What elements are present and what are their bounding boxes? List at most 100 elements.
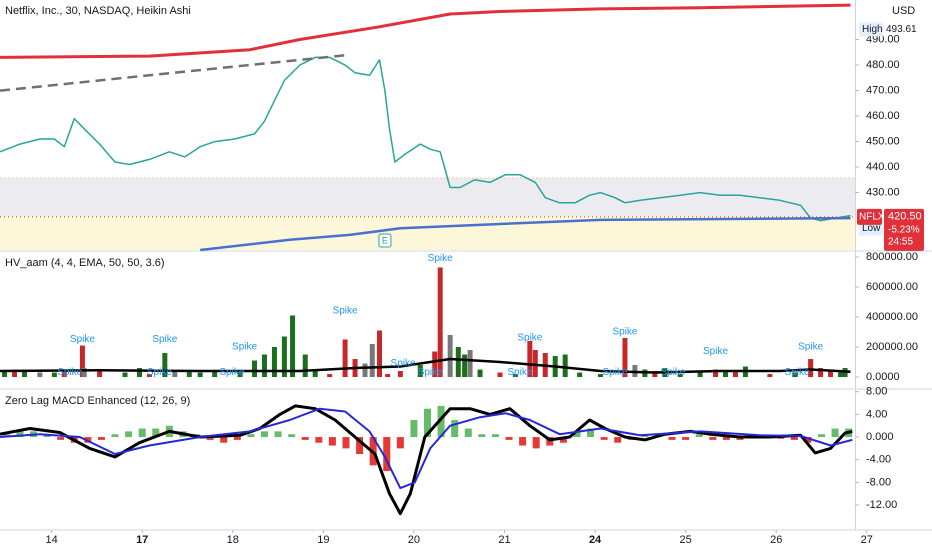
bar [447,335,453,378]
spike-label: Spike [798,342,823,353]
bar [722,371,728,378]
price-label-name: Low [862,223,881,234]
bar [828,371,834,378]
y-tick-label: 0.0000 [866,371,900,383]
bar [532,437,540,449]
bar [573,431,581,438]
bar [16,431,24,438]
bar [455,347,461,378]
bar [512,374,518,378]
axes: Netflix, Inc., 30, NASDAQ, Heikin Ashi 49… [5,5,924,546]
bar [315,437,323,443]
price-label-value: 493.61 [886,24,917,35]
bar [437,405,445,438]
series-line [0,53,350,92]
y-tick-label: 4.00 [866,408,887,420]
bar [808,359,814,378]
x-tick-label: 18 [227,534,239,546]
bar [614,437,622,443]
x-tick-label: 21 [498,534,510,546]
series-line [0,407,853,490]
bar [385,374,391,378]
bar [559,437,567,443]
bar [477,369,483,378]
spike-label: Spike [57,367,82,378]
bar [677,374,683,378]
bar [467,350,473,378]
y-tick-label: -4.00 [866,454,891,466]
bar [302,354,308,378]
bar [831,428,839,438]
series-line [0,357,851,374]
panel-title: Netflix, Inc., 30, NASDAQ, Heikin Ashi [5,5,191,17]
bar [162,353,168,378]
y-tick-label: 400000.00 [866,311,918,323]
spike-label: Spike [507,367,532,378]
bar [79,345,85,378]
bar [682,437,690,440]
bar [21,371,27,378]
bar [37,372,43,378]
y-tick-label: 440.00 [866,161,900,173]
y-tick-label: 0.000 [866,431,894,443]
bar [497,372,503,378]
bar [301,437,309,440]
event-marker [378,233,392,248]
bar [342,437,350,449]
panel-title: HV_aam (4, 4, EMA, 50, 50, 3.6) [5,257,165,269]
spike-label: Spike [602,367,627,378]
y-tick-label: 430.00 [866,187,900,199]
bar [464,428,472,438]
bar [122,372,128,378]
bar [668,437,676,440]
x-tick-label: 17 [136,534,148,546]
bar [146,374,152,378]
bar [697,371,703,378]
bar [598,374,604,378]
bar [600,437,608,440]
bar [136,368,142,378]
series-line [0,3,851,59]
x-tick-label: 14 [46,534,58,546]
series-line [0,56,851,222]
bar [233,437,241,440]
bar [247,434,255,438]
y-tick-label: 450.00 [866,135,900,147]
currency[interactable]: USD [892,5,915,17]
spike-label: Spike [660,367,685,378]
bar [186,371,192,378]
price-label-box [859,221,883,236]
bar [722,437,730,440]
bar [81,368,87,378]
bar [261,354,267,378]
bar [362,363,368,378]
bar [11,369,17,378]
bar [2,371,8,378]
bar [478,434,486,438]
bar [713,369,719,378]
bar [383,437,391,472]
y-tick-label: -8.00 [866,476,891,488]
last-name-box [857,208,882,225]
bar [377,330,383,378]
bar [397,371,403,378]
x-tick-label: 24 [589,534,602,546]
bar [197,372,203,378]
bar [451,420,459,438]
bar [652,371,658,378]
bar [804,437,812,443]
price-label-name: High [862,24,883,35]
spike-label: Spike [147,367,172,378]
bar [111,434,119,438]
bar [527,341,533,378]
bar [505,437,513,440]
bar [432,351,438,378]
bar [424,408,432,438]
series-line [0,404,853,516]
bar [152,428,160,438]
y-tick-label: 480.00 [866,59,900,71]
bar [587,428,595,438]
spike-label: Spike [70,334,95,345]
